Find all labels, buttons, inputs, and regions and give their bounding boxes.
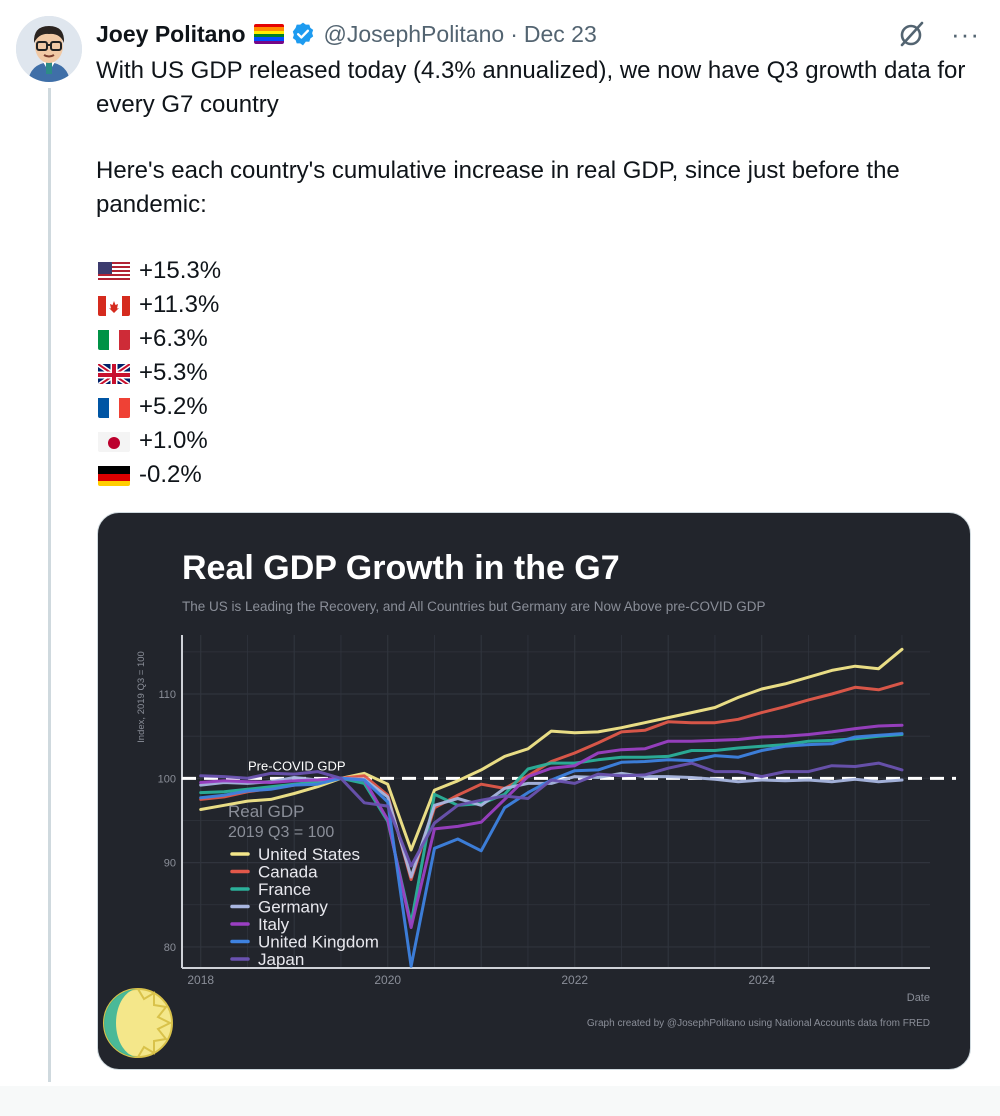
- stat-row-italy: +6.3%: [96, 322, 976, 356]
- verified-badge-icon[interactable]: [290, 21, 316, 47]
- grok-icon[interactable]: [897, 19, 927, 49]
- sun-logo: [103, 988, 173, 1058]
- chart-title: Real GDP Growth in the G7: [182, 549, 620, 587]
- y-axis-title: Index, 2019 Q3 = 100: [136, 651, 147, 743]
- legend-entry: Italy: [258, 915, 290, 934]
- author-name[interactable]: Joey Politano: [96, 20, 246, 47]
- tweet-header: Joey Politano @JosephPolitano · Dec 23 ·…: [96, 18, 980, 50]
- stat-value: +1.0%: [139, 427, 208, 454]
- uk-flag-icon: [98, 362, 130, 384]
- france-flag-icon: [98, 396, 130, 418]
- stat-row-france: +5.2%: [96, 390, 976, 424]
- y-tick-label: 100: [158, 773, 176, 785]
- rainbow-flag-icon: [253, 24, 284, 44]
- avatar[interactable]: [16, 16, 82, 82]
- legend-entry: United States: [258, 845, 360, 864]
- more-icon[interactable]: ···: [951, 19, 980, 49]
- stat-row-germany: -0.2%: [96, 458, 976, 492]
- timeline-divider: [0, 1086, 1000, 1116]
- reference-line-label: Pre-COVID GDP: [248, 758, 346, 773]
- y-tick-label: 110: [158, 689, 176, 701]
- tweet-date[interactable]: Dec 23: [523, 20, 597, 47]
- stat-row-japan: +1.0%: [96, 424, 976, 458]
- x-tick-label: 2018: [187, 973, 214, 987]
- stat-value: -0.2%: [139, 461, 202, 488]
- date-separator: ·: [510, 20, 518, 47]
- legend-subtitle: 2019 Q3 = 100: [228, 824, 334, 841]
- stat-row-uk: +5.3%: [96, 356, 976, 390]
- stat-value: +15.3%: [139, 257, 222, 284]
- stat-value: +11.3%: [139, 291, 220, 318]
- gdp-chart: 80 90 100 110 2018 2020 2022 2024 Pre-COVID GDP R…: [103, 549, 956, 1058]
- thread-line: [48, 88, 51, 1082]
- chart-subtitle: The US is Leading the Recovery, and All …: [182, 599, 766, 614]
- stat-value: +6.3%: [139, 325, 208, 352]
- tweet-body: With US GDP released today (4.3% annuali…: [96, 54, 976, 492]
- x-axis-title: Date: [907, 992, 930, 1004]
- author-handle[interactable]: @JosephPolitano: [323, 20, 505, 47]
- germany-flag-icon: [98, 464, 130, 486]
- x-tick-label: 2024: [748, 973, 775, 987]
- japan-flag-icon: [98, 430, 130, 452]
- series-line-france: [199, 733, 904, 925]
- canada-flag-icon: [98, 294, 130, 316]
- stat-row-us: +15.3%: [96, 254, 976, 288]
- chart-credit: Graph created by @JosephPolitano using N…: [587, 1018, 930, 1029]
- legend-entry: Canada: [258, 863, 318, 882]
- stat-value: +5.3%: [139, 359, 208, 386]
- x-tick-label: 2020: [374, 973, 401, 987]
- stat-row-canada: +11.3%: [96, 288, 976, 322]
- legend-entry: France: [258, 880, 311, 899]
- us-flag-icon: [98, 260, 130, 282]
- legend-entry: Germany: [258, 898, 328, 917]
- tweet-actions: ···: [897, 19, 980, 49]
- tweet-text-line: Here's each country's cumulative increas…: [96, 157, 900, 218]
- italy-flag-icon: [98, 328, 130, 350]
- tweet-text-line: With US GDP released today (4.3% annuali…: [96, 57, 966, 118]
- series-line-united-states: [199, 647, 904, 852]
- y-tick-label: 80: [164, 942, 176, 954]
- y-tick-label: 90: [164, 858, 176, 870]
- stat-value: +5.2%: [139, 393, 208, 420]
- legend-entry: United Kingdom: [258, 933, 379, 952]
- legend-entry: Japan: [258, 950, 304, 969]
- tweet-media-chart[interactable]: 80 90 100 110 2018 2020 2022 2024 Pre-COVID GDP R…: [97, 512, 971, 1070]
- series-line-italy: [199, 723, 904, 929]
- series-line-japan: [199, 761, 904, 868]
- legend-title: Real GDP: [228, 802, 305, 821]
- x-tick-label: 2022: [561, 973, 588, 987]
